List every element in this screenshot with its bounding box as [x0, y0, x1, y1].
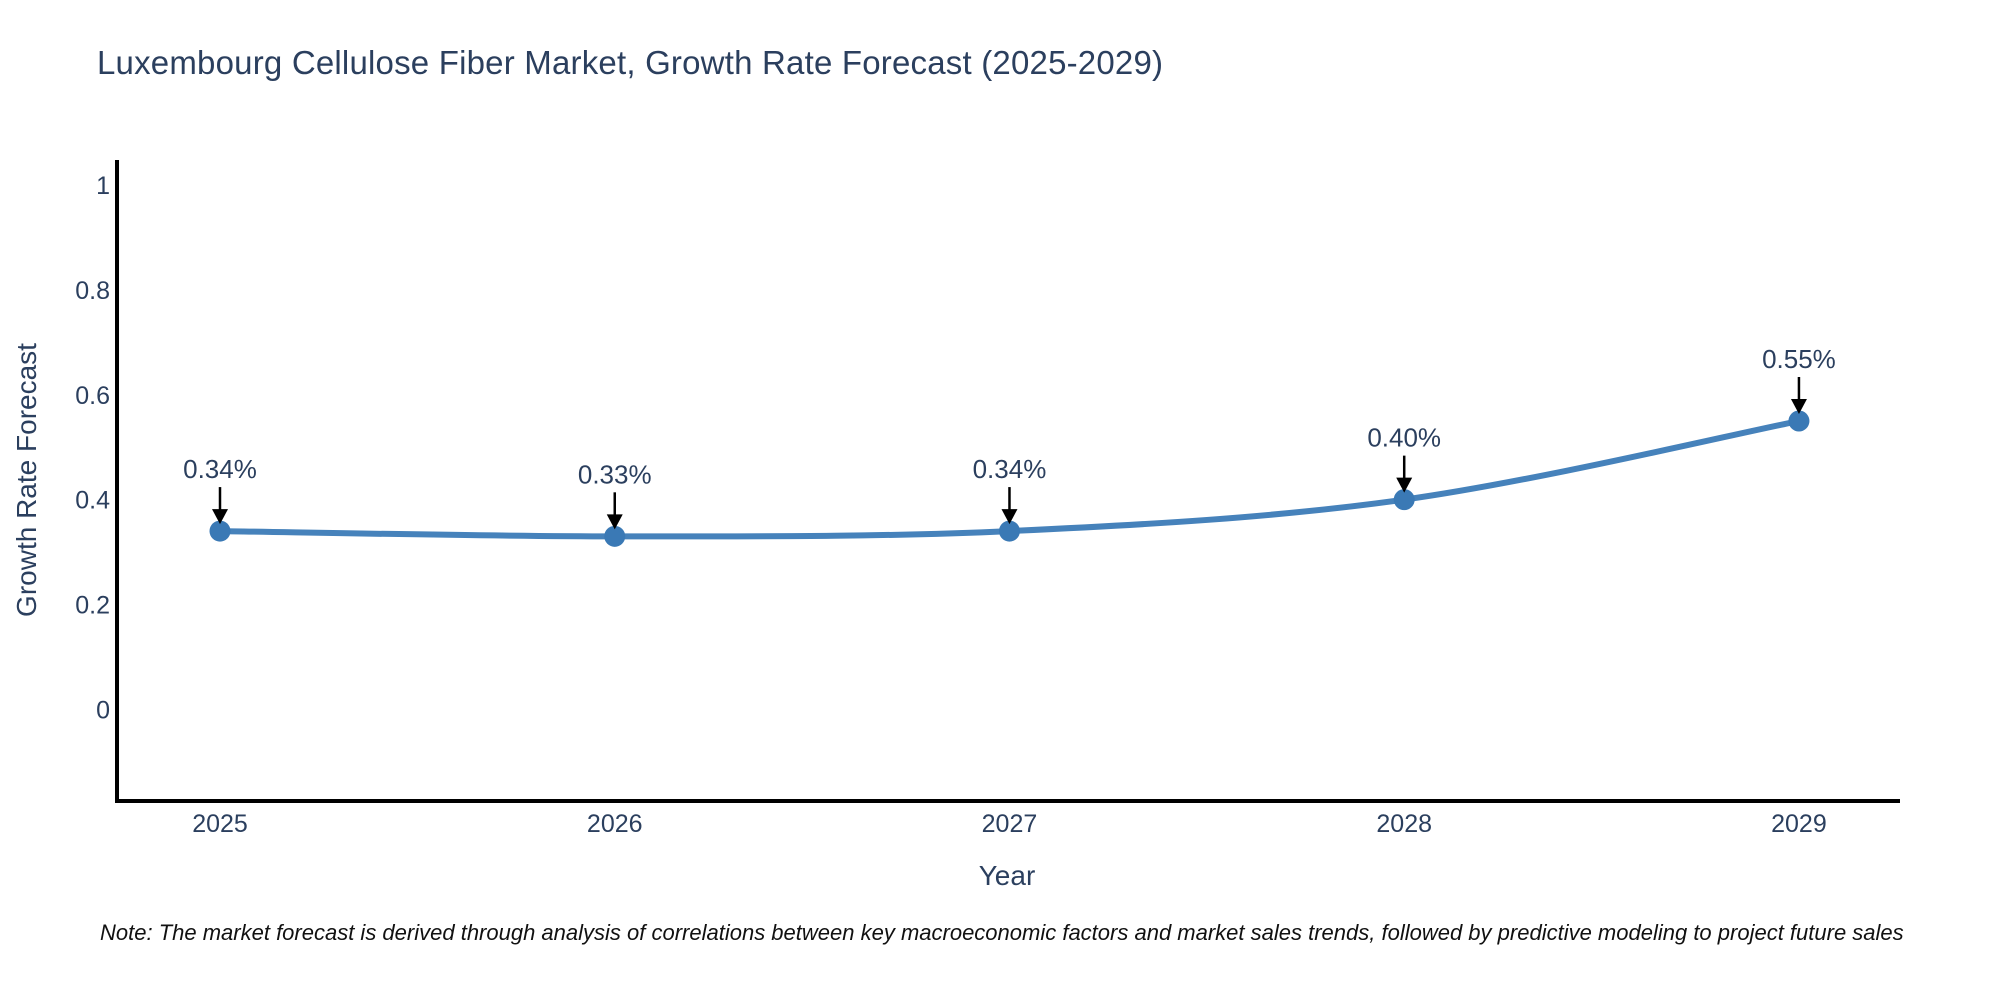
data-point-marker	[998, 520, 1020, 542]
data-point-label: 0.34%	[183, 454, 257, 484]
x-tick-label: 2029	[1771, 810, 1827, 838]
data-point-label: 0.33%	[578, 459, 652, 489]
y-tick-label: 0.2	[75, 591, 110, 619]
data-point-label: 0.34%	[973, 454, 1047, 484]
annotation-arrowhead	[606, 514, 623, 530]
y-tick-label: 0.6	[75, 382, 110, 410]
y-tick-label: 0	[96, 696, 110, 724]
data-point-marker	[604, 525, 626, 547]
annotation-arrowhead	[1790, 399, 1807, 415]
data-point-label: 0.55%	[1762, 344, 1836, 374]
data-point-marker	[209, 520, 231, 542]
y-tick-label: 1	[96, 172, 110, 200]
annotation-arrowhead	[1001, 509, 1018, 525]
data-point-label: 0.40%	[1367, 423, 1441, 453]
data-point-marker	[1788, 410, 1810, 432]
annotation-arrowhead	[212, 509, 228, 525]
footnote: Note: The market forecast is derived thr…	[100, 920, 1904, 945]
y-tick-label: 0.4	[75, 487, 110, 515]
x-tick-label: 2028	[1376, 810, 1432, 838]
y-tick-label: 0.8	[75, 277, 110, 305]
x-tick-label: 2027	[982, 810, 1038, 838]
data-point-marker	[1393, 489, 1415, 511]
annotation-arrowhead	[1396, 477, 1413, 493]
chart-title: Luxembourg Cellulose Fiber Market, Growt…	[97, 44, 1164, 81]
x-axis-title: Year	[978, 860, 1036, 891]
x-tick-label: 2025	[192, 810, 248, 838]
x-tick-label: 2026	[587, 810, 643, 838]
